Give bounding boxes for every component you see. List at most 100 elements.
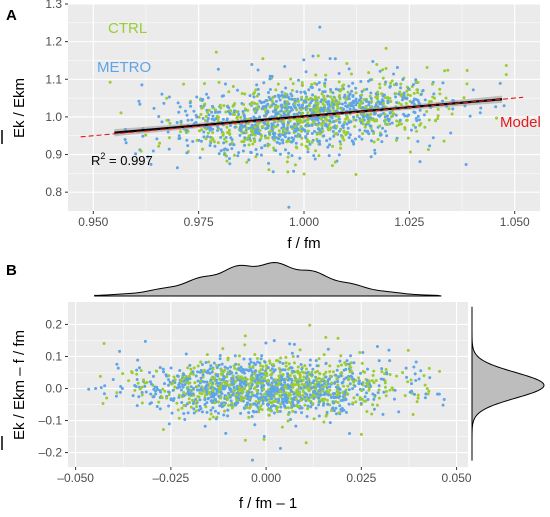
point-ctrl xyxy=(289,77,293,81)
point-ctrl xyxy=(108,80,112,84)
point-ctrl xyxy=(182,391,186,395)
panel-a-lines xyxy=(80,95,524,138)
point-ctrl xyxy=(258,406,262,410)
point-ctrl xyxy=(427,389,431,393)
point-metro xyxy=(156,387,160,391)
point-ctrl xyxy=(204,114,208,118)
point-ctrl xyxy=(357,376,361,380)
point-metro xyxy=(210,370,214,374)
point-ctrl xyxy=(243,92,247,96)
point-metro xyxy=(322,134,326,138)
point-ctrl xyxy=(318,372,322,376)
point-ctrl xyxy=(406,136,410,140)
point-metro xyxy=(414,78,418,82)
point-ctrl xyxy=(296,100,300,104)
point-metro xyxy=(368,78,372,82)
point-ctrl xyxy=(388,388,392,392)
point-metro xyxy=(123,137,127,141)
point-metro xyxy=(374,92,378,96)
point-metro xyxy=(205,410,209,414)
point-metro xyxy=(149,392,153,396)
point-metro xyxy=(394,95,398,99)
point-metro xyxy=(344,104,348,108)
point-ctrl xyxy=(199,112,203,116)
point-ctrl xyxy=(324,73,328,77)
point-ctrl xyxy=(187,374,191,378)
tick-label-x: 0.975 xyxy=(184,215,214,229)
point-metro xyxy=(304,100,308,104)
point-metro xyxy=(365,113,369,117)
point-metro xyxy=(351,371,355,375)
point-ctrl xyxy=(215,114,219,118)
point-metro xyxy=(417,377,421,381)
point-metro xyxy=(279,405,283,409)
point-ctrl xyxy=(142,378,146,382)
point-ctrl xyxy=(217,400,221,404)
point-ctrl xyxy=(416,91,420,95)
point-metro xyxy=(324,78,328,82)
point-metro xyxy=(202,130,206,134)
point-ctrl xyxy=(197,115,201,119)
point-ctrl xyxy=(304,441,308,445)
point-ctrl xyxy=(388,372,392,376)
point-metro xyxy=(228,395,232,399)
point-ctrl xyxy=(177,393,181,397)
point-metro xyxy=(167,390,171,394)
point-ctrl xyxy=(292,374,296,378)
point-ctrl xyxy=(328,388,332,392)
legend-ctrl: CTRL xyxy=(108,20,147,37)
point-metro xyxy=(291,397,295,401)
point-metro xyxy=(269,376,273,380)
point-ctrl xyxy=(176,408,180,412)
point-ctrl xyxy=(374,378,378,382)
point-ctrl xyxy=(376,138,380,142)
point-ctrl xyxy=(287,367,291,371)
point-metro xyxy=(200,388,204,392)
point-metro xyxy=(290,140,294,144)
point-metro xyxy=(258,138,262,142)
point-metro xyxy=(244,403,248,407)
point-metro xyxy=(331,106,335,110)
point-metro xyxy=(179,119,183,123)
point-metro xyxy=(341,124,345,128)
point-metro xyxy=(296,354,300,358)
point-metro xyxy=(385,134,389,138)
point-ctrl xyxy=(408,94,412,98)
point-ctrl xyxy=(425,65,429,69)
point-metro xyxy=(321,403,325,407)
point-ctrl xyxy=(361,122,365,126)
point-ctrl xyxy=(383,96,387,100)
point-ctrl xyxy=(285,160,289,164)
point-metro xyxy=(333,57,337,61)
point-metro xyxy=(366,367,370,371)
point-ctrl xyxy=(415,129,419,133)
point-metro xyxy=(239,382,243,386)
point-metro xyxy=(179,388,183,392)
point-ctrl xyxy=(204,137,208,141)
point-ctrl xyxy=(211,415,215,419)
point-ctrl xyxy=(167,374,171,378)
point-metro xyxy=(416,139,420,143)
point-ctrl xyxy=(399,82,403,86)
point-ctrl xyxy=(308,384,312,388)
panel-b-ylabel-group: Ek / Ekm – f / fm xyxy=(11,330,28,440)
point-ctrl xyxy=(352,396,356,400)
point-ctrl xyxy=(375,403,379,407)
point-metro xyxy=(240,385,244,389)
point-ctrl xyxy=(345,131,349,135)
point-ctrl xyxy=(252,376,256,380)
point-metro xyxy=(294,424,298,428)
point-metro xyxy=(369,96,373,100)
point-ctrl xyxy=(378,124,382,128)
point-ctrl xyxy=(209,381,213,385)
point-ctrl xyxy=(290,88,294,92)
point-ctrl xyxy=(217,386,221,390)
point-metro xyxy=(232,385,236,389)
point-metro xyxy=(299,97,303,101)
point-metro xyxy=(161,367,165,371)
point-metro xyxy=(373,151,377,155)
point-metro xyxy=(222,148,226,152)
point-ctrl xyxy=(504,73,508,77)
point-metro xyxy=(208,371,212,375)
point-metro xyxy=(231,379,235,383)
